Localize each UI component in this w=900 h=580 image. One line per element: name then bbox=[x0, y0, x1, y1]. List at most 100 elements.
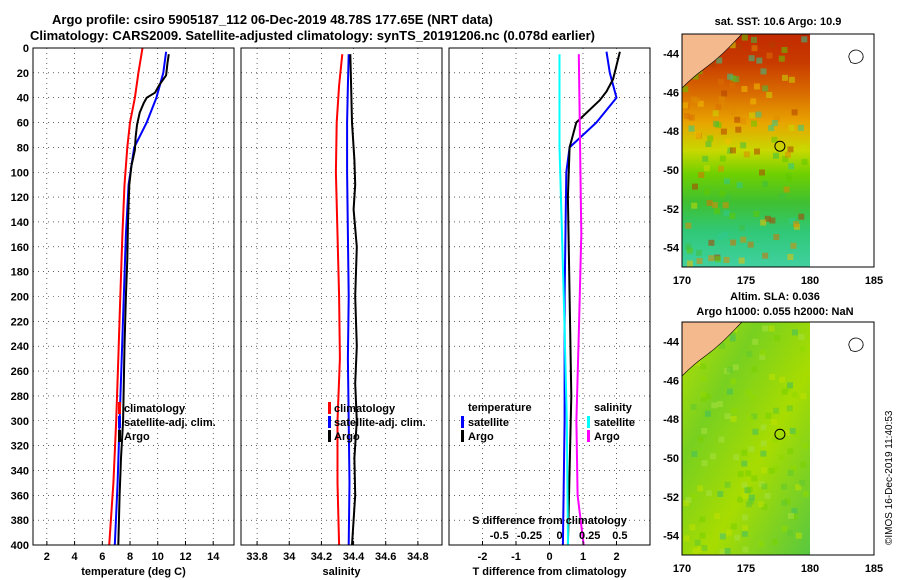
map-pixel bbox=[743, 151, 750, 158]
y-tick-label: 320 bbox=[11, 441, 29, 453]
map-pixel bbox=[738, 257, 745, 264]
map-pixel bbox=[726, 388, 733, 395]
map-pixel bbox=[745, 389, 752, 396]
map-pixel bbox=[785, 172, 792, 179]
map-pixel bbox=[760, 68, 767, 75]
map-pixel bbox=[793, 221, 800, 228]
legend-swatch-argo bbox=[328, 430, 331, 442]
map-pixel bbox=[701, 545, 708, 552]
legend-swatch-t-satellite bbox=[461, 416, 464, 428]
map-pixel bbox=[762, 252, 769, 259]
map-pixel bbox=[746, 486, 753, 493]
map-pixel bbox=[797, 124, 804, 131]
map-y-tick-label: -54 bbox=[663, 243, 680, 255]
map-pixel bbox=[802, 442, 809, 449]
y-tick-label: 240 bbox=[11, 341, 29, 353]
map-pixel bbox=[790, 465, 797, 471]
map-pixel bbox=[701, 427, 708, 434]
map-pixel bbox=[762, 181, 769, 187]
map-pixel bbox=[682, 86, 689, 93]
map-pixel bbox=[747, 415, 754, 422]
map-pixel bbox=[692, 73, 699, 80]
salinity-panel: 33.8 34 34.2 34.4 34.6 34.8 salinity bbox=[240, 47, 443, 578]
map-x-tick-label: 170 bbox=[673, 275, 691, 287]
map-pixel bbox=[781, 47, 788, 53]
map-pixel bbox=[735, 126, 742, 133]
series-line-s-satellite bbox=[558, 54, 569, 546]
legend-label: Argo bbox=[594, 431, 620, 443]
map-pixel bbox=[741, 449, 748, 456]
map-pixel bbox=[750, 98, 757, 105]
map-pixel bbox=[721, 90, 728, 97]
map-pixel bbox=[717, 78, 724, 85]
series-line-climatology bbox=[334, 54, 344, 546]
map-pixel bbox=[792, 329, 798, 336]
map-pixel bbox=[759, 353, 766, 360]
map-y-tick-label: -50 bbox=[663, 165, 679, 177]
map-pixel bbox=[704, 188, 711, 195]
map-pixel bbox=[741, 34, 748, 41]
x-tick-label: 8 bbox=[127, 551, 133, 563]
legend-swatch-satellite bbox=[118, 416, 121, 428]
sst-map: -44 -46 -48 -50 -52 -54 170 175 180 185 bbox=[663, 33, 883, 287]
x-tick-label: 34.2 bbox=[311, 551, 332, 563]
map-pixel bbox=[710, 453, 717, 460]
map-pixel bbox=[799, 346, 806, 352]
map-y-tick-label: -52 bbox=[663, 204, 679, 216]
map-pixel bbox=[700, 391, 707, 398]
map-pixel bbox=[697, 100, 704, 107]
map-pixel bbox=[751, 475, 758, 482]
map-pixel bbox=[695, 132, 701, 139]
island bbox=[848, 49, 864, 64]
y-tick-label: 160 bbox=[11, 242, 29, 254]
map-pixel bbox=[751, 120, 757, 127]
map-pixel bbox=[734, 116, 741, 123]
map-pixel bbox=[771, 120, 778, 126]
map-pixel bbox=[730, 147, 736, 154]
map-pixel bbox=[719, 548, 726, 555]
y-tick-label: 300 bbox=[11, 416, 29, 428]
map-pixel bbox=[753, 210, 760, 217]
x-tick-label: 0 bbox=[546, 551, 552, 563]
map-pixel bbox=[718, 436, 725, 443]
map-pixel bbox=[788, 124, 795, 131]
map-pixel bbox=[765, 412, 772, 419]
map-pixel bbox=[800, 144, 807, 151]
y-tick-label: 100 bbox=[11, 167, 29, 179]
x-tick-label-salinity: 0.25 bbox=[579, 530, 600, 542]
map-pixel bbox=[762, 85, 769, 92]
map-y-tick-label: -52 bbox=[663, 492, 679, 504]
map-pixel bbox=[708, 255, 715, 262]
map-pixel bbox=[750, 394, 757, 401]
map-pixel bbox=[704, 393, 711, 400]
map-pixel bbox=[789, 427, 796, 434]
map-pixel bbox=[707, 135, 714, 142]
y-tick-label: 260 bbox=[11, 366, 29, 378]
map-pixel bbox=[688, 114, 695, 121]
map-pixel bbox=[696, 249, 702, 256]
map-pixel bbox=[682, 102, 689, 109]
map-pixel bbox=[760, 219, 767, 226]
map-pixel bbox=[784, 429, 791, 436]
map-pixel bbox=[718, 95, 725, 102]
map-pixel bbox=[702, 155, 709, 162]
map-pixel bbox=[700, 375, 707, 382]
temperature-legend: climatology satellite-adj. clim. Argo bbox=[118, 402, 216, 443]
map-pixel bbox=[714, 256, 721, 263]
map-pixel bbox=[751, 366, 758, 373]
legend-swatch-s-satellite bbox=[587, 416, 590, 428]
map-y-tick-label: -54 bbox=[663, 531, 680, 543]
map-pixel bbox=[717, 491, 724, 497]
x-tick-label: 34.4 bbox=[343, 551, 365, 563]
map-pixel bbox=[693, 97, 700, 104]
y-tick-label: 20 bbox=[17, 68, 29, 80]
land-mass bbox=[681, 321, 743, 377]
map-pixel bbox=[788, 512, 794, 519]
map-pixel bbox=[799, 479, 806, 486]
sla-map-subtitle: Argo h1000: 0.055 h2000: NaN bbox=[696, 306, 853, 318]
y-tick-label: 0 bbox=[23, 43, 29, 55]
map-pixel bbox=[730, 416, 737, 422]
map-pixel bbox=[749, 112, 755, 119]
x-axis-label-salinity: S difference from climatology bbox=[472, 515, 628, 527]
map-pixel bbox=[714, 208, 720, 215]
